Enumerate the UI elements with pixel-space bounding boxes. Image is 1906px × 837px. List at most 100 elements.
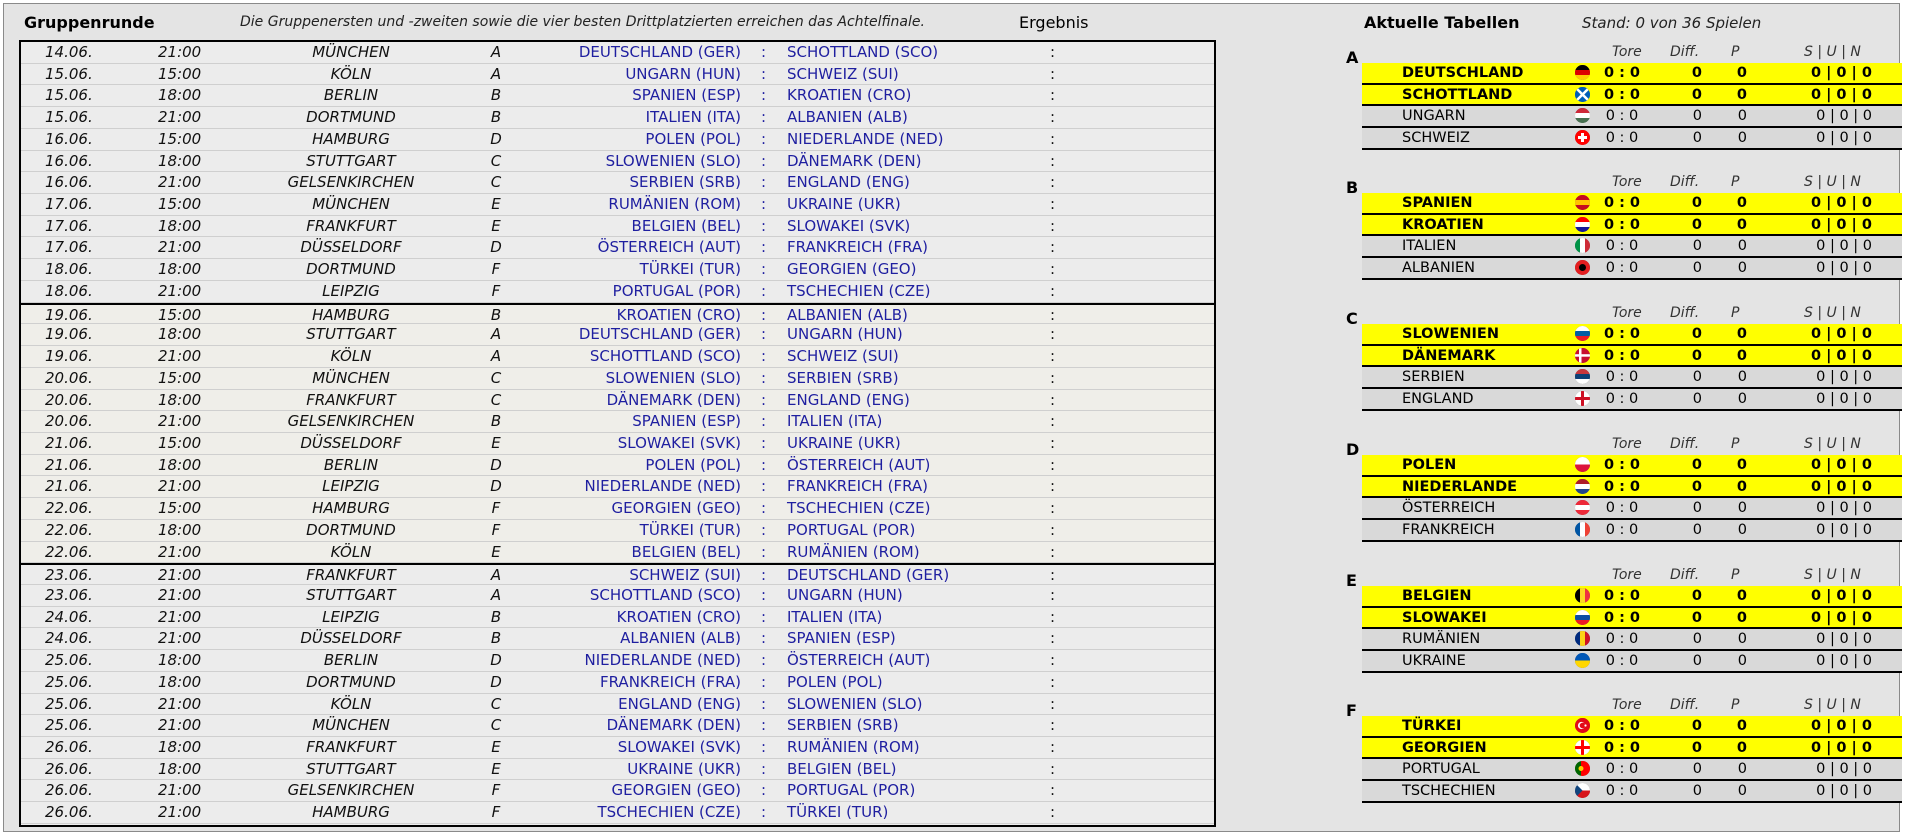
vs-separator: : <box>761 238 767 257</box>
table-row[interactable]: 26.06. 21:00 GELSENKIRCHEN F GEORGIEN (GEO) P… <box>21 780 1214 803</box>
standings-row: DÄNEMARK 0 : 0 0 0 0 | 0 | 0 <box>1362 345 1902 368</box>
result-cell[interactable]: : <box>1050 651 1056 670</box>
result-cell[interactable]: : <box>1050 542 1056 561</box>
result-cell[interactable]: : <box>1050 151 1056 170</box>
table-row[interactable]: 21.06. 18:00 BERLIN D POLEN (POL) ÖSTERREICH … <box>21 454 1214 477</box>
table-row[interactable]: 15.06. 18:00 BERLIN B SPANIEN (ESP) KROATIEN … <box>21 85 1214 108</box>
table-row[interactable]: 19.06. 15:00 HAMBURG B KROATIEN (CRO) ALBANIE… <box>21 302 1214 325</box>
result-cell[interactable]: : <box>1050 520 1056 539</box>
away-team: PORTUGAL (POR) <box>787 520 916 539</box>
page-title: Gruppenrunde <box>24 13 155 32</box>
column-header-p: P <box>1731 305 1740 321</box>
result-cell[interactable]: : <box>1050 607 1056 626</box>
table-row[interactable]: 17.06. 15:00 MÜNCHEN E RUMÄNIEN (ROM) UKRAINE… <box>21 194 1214 216</box>
result-cell[interactable]: : <box>1050 694 1056 713</box>
goal-diff: 0 <box>1692 631 1702 648</box>
match-city: FRANKFURT <box>306 566 396 585</box>
table-row[interactable]: 14.06. 21:00 MÜNCHEN A DEUTSCHLAND (GER) SCHO… <box>21 42 1214 64</box>
standings-row: SPANIEN 0 : 0 0 0 0 | 0 | 0 <box>1362 193 1902 215</box>
match-time: 18:00 <box>158 151 202 170</box>
table-row[interactable]: 17.06. 21:00 DÜSSELDORF D ÖSTERREICH (AUT) FR… <box>21 237 1214 260</box>
table-row[interactable]: 25.06. 21:00 MÜNCHEN C DÄNEMARK (DEN) SERBIEN… <box>21 715 1214 738</box>
table-row[interactable]: 25.06. 18:00 BERLIN D NIEDERLANDE (NED) ÖSTER… <box>21 650 1214 672</box>
result-cell[interactable]: : <box>1050 781 1056 800</box>
table-row[interactable]: 16.06. 15:00 HAMBURG D POLEN (POL) NIEDERLAND… <box>21 129 1214 151</box>
result-cell[interactable]: : <box>1050 738 1056 757</box>
table-row[interactable]: 21.06. 15:00 DÜSSELDORF E SLOWAKEI (SVK) UKRA… <box>21 432 1214 455</box>
table-row[interactable]: 16.06. 18:00 STUTTGART C SLOWENIEN (SLO) DÄNE… <box>21 151 1214 173</box>
result-cell[interactable]: : <box>1050 412 1056 431</box>
home-team: SLOWENIEN (SLO) <box>605 368 741 387</box>
result-cell[interactable]: : <box>1050 499 1056 518</box>
result-cell[interactable]: : <box>1050 108 1056 127</box>
table-row[interactable]: 24.06. 21:00 LEIPZIG B KROATIEN (CRO) ITALIEN… <box>21 607 1214 629</box>
result-cell[interactable]: : <box>1050 260 1056 279</box>
table-row[interactable]: 20.06. 21:00 GELSENKIRCHEN B SPANIEN (ESP) IT… <box>21 411 1214 433</box>
table-row[interactable]: 22.06. 18:00 DORTMUND F TÜRKEI (TUR) PORTUGAL… <box>21 519 1214 542</box>
flag-poland-icon <box>1575 457 1590 472</box>
result-cell[interactable]: : <box>1050 173 1056 192</box>
result-cell[interactable]: : <box>1050 195 1056 214</box>
result-cell[interactable]: : <box>1050 86 1056 105</box>
match-date: 25.06. <box>45 694 93 713</box>
table-row[interactable]: 23.06. 21:00 STUTTGART A SCHOTTLAND (SCO) UNG… <box>21 585 1214 607</box>
result-cell[interactable]: : <box>1050 759 1056 778</box>
table-row[interactable]: 24.06. 21:00 DÜSSELDORF B ALBANIEN (ALB) SPAN… <box>21 628 1214 651</box>
team-name: SLOWENIEN <box>1402 326 1499 342</box>
result-cell[interactable]: : <box>1050 216 1056 235</box>
table-row[interactable]: 26.06. 21:00 HAMBURG F TSCHECHIEN (CZE) TÜRKE… <box>21 802 1214 824</box>
table-row[interactable]: 20.06. 18:00 FRANKFURT C DÄNEMARK (DEN) ENGLA… <box>21 389 1214 412</box>
wins-draws-losses: 0 | 0 | 0 <box>1810 326 1872 342</box>
result-cell[interactable]: : <box>1050 455 1056 474</box>
result-cell[interactable]: : <box>1050 43 1056 61</box>
result-cell[interactable]: : <box>1050 129 1056 148</box>
away-team: SLOWAKEI (SVK) <box>787 216 911 235</box>
result-cell[interactable]: : <box>1050 325 1056 344</box>
table-row[interactable]: 22.06. 15:00 HAMBURG F GEORGIEN (GEO) TSCHECH… <box>21 498 1214 520</box>
table-row[interactable]: 15.06. 21:00 DORTMUND B ITALIEN (ITA) ALBANIE… <box>21 107 1214 129</box>
table-row[interactable]: 20.06. 15:00 MÜNCHEN C SLOWENIEN (SLO) SERBIE… <box>21 367 1214 390</box>
result-cell[interactable]: : <box>1050 368 1056 387</box>
match-group: A <box>490 64 502 83</box>
result-cell[interactable]: : <box>1050 433 1056 452</box>
result-cell[interactable]: : <box>1050 803 1056 822</box>
table-row[interactable]: 15.06. 15:00 KÖLN A UNGARN (HUN) SCHWEIZ (SUI… <box>21 64 1214 86</box>
match-group: B <box>490 412 502 431</box>
match-time: 21:00 <box>158 238 202 257</box>
table-row[interactable]: 22.06. 21:00 KÖLN E BELGIEN (BEL) RUMÄNIEN (R… <box>21 541 1214 564</box>
table-row[interactable]: 26.06. 18:00 FRANKFURT E SLOWAKEI (SVK) RUMÄN… <box>21 737 1214 759</box>
match-time: 18:00 <box>158 390 202 409</box>
result-cell[interactable]: : <box>1050 477 1056 496</box>
match-time: 15:00 <box>158 195 202 214</box>
result-cell[interactable]: : <box>1050 347 1056 366</box>
result-cell[interactable]: : <box>1050 716 1056 735</box>
match-date: 26.06. <box>45 803 93 822</box>
flag-netherlands-icon <box>1575 478 1590 494</box>
result-cell[interactable]: : <box>1050 586 1056 604</box>
wins-draws-losses: 0 | 0 | 0 <box>1816 130 1872 147</box>
table-row[interactable]: 18.06. 18:00 DORTMUND F TÜRKEI (TUR) GEORGIEN… <box>21 259 1214 281</box>
table-row[interactable]: 19.06. 21:00 KÖLN A SCHOTTLAND (SCO) SCHWEIZ … <box>21 346 1214 368</box>
result-cell[interactable]: : <box>1050 305 1056 324</box>
table-row[interactable]: 21.06. 21:00 LEIPZIG D NIEDERLANDE (NED) FRAN… <box>21 476 1214 499</box>
match-city: STUTTGART <box>306 759 396 778</box>
match-time: 21:00 <box>158 477 202 496</box>
table-row[interactable]: 16.06. 21:00 GELSENKIRCHEN C SERBIEN (SRB) EN… <box>21 172 1214 195</box>
table-row[interactable]: 19.06. 18:00 STUTTGART A DEUTSCHLAND (GER) UN… <box>21 324 1214 347</box>
result-cell[interactable]: : <box>1050 672 1056 691</box>
table-row[interactable]: 23.06. 21:00 FRANKFURT A SCHWEIZ (SUI) DEUTSC… <box>21 563 1214 585</box>
result-cell[interactable]: : <box>1050 238 1056 257</box>
table-row[interactable]: 26.06. 18:00 STUTTGART E UKRAINE (UKR) BELGIE… <box>21 759 1214 781</box>
standings-row: KROATIEN 0 : 0 0 0 0 | 0 | 0 <box>1362 214 1902 237</box>
result-cell[interactable]: : <box>1050 281 1056 300</box>
table-row[interactable]: 17.06. 18:00 FRANKFURT E BELGIEN (BEL) SLOWAK… <box>21 216 1214 238</box>
result-cell[interactable]: : <box>1050 390 1056 409</box>
result-cell[interactable]: : <box>1050 629 1056 648</box>
away-team: RUMÄNIEN (ROM) <box>787 738 920 757</box>
table-row[interactable]: 25.06. 21:00 KÖLN C ENGLAND (ENG) SLOWENIEN (… <box>21 694 1214 716</box>
away-team: TSCHECHIEN (CZE) <box>787 281 931 300</box>
table-row[interactable]: 18.06. 21:00 LEIPZIG F PORTUGAL (POR) TSCHECH… <box>21 281 1214 303</box>
result-cell[interactable]: : <box>1050 566 1056 585</box>
result-cell[interactable]: : <box>1050 64 1056 83</box>
table-row[interactable]: 25.06. 18:00 DORTMUND D FRANKREICH (FRA) POLE… <box>21 672 1214 694</box>
